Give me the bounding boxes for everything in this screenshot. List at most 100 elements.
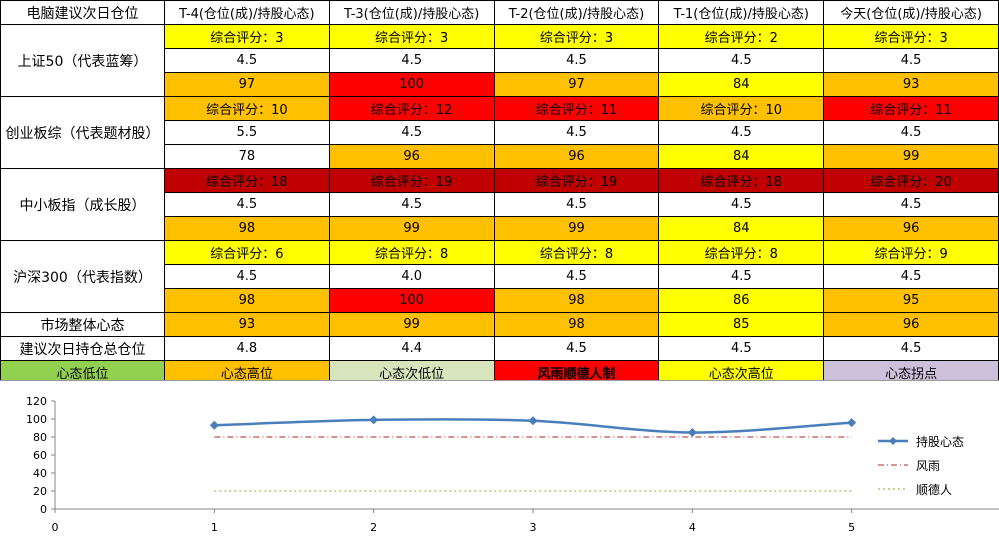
score-cell: 综合评分：9 [823, 240, 999, 265]
position-cell: 4.5 [493, 192, 660, 217]
position-cell: 5.5 [163, 120, 330, 145]
score-cell: 综合评分：11 [823, 96, 999, 121]
y-tick-label: 100 [26, 413, 47, 426]
mood-cell: 99 [328, 216, 495, 241]
score-cell: 综合评分：2 [658, 24, 825, 49]
y-tick-label: 20 [33, 485, 47, 498]
mood-chart: 0 20 40 60 80 100 120 0 1 2 3 4 5 持股心态 风雨 顺德人 [0, 380, 999, 545]
score-row: 上证50（代表蓝筹） 综合评分：3 综合评分：3 综合评分：3 综合评分：2 综合评分：3 [0, 24, 999, 97]
position-cell: 4.5 [658, 48, 825, 73]
mood-cell: 100 [328, 72, 495, 97]
mood-cell: 93 [823, 72, 999, 97]
y-tick-label: 60 [33, 449, 47, 462]
position-cell: 4.5 [823, 120, 999, 145]
score-row: 中小板指（成长股） 综合评分：18 综合评分：19 综合评分：19 综合评分：18 综合评… [0, 168, 999, 241]
position-cell: 4.5 [328, 192, 495, 217]
legend-label: 持股心态 [916, 434, 964, 449]
x-tick-label: 0 [52, 521, 59, 534]
position-cell: 4.5 [493, 120, 660, 145]
score-cell: 综合评分：11 [493, 96, 660, 121]
score-row: 创业板综（代表题材股） 综合评分：10 综合评分：12 综合评分：11 综合评分：10 综… [0, 96, 999, 169]
score-cell: 综合评分：20 [823, 168, 999, 193]
series-marker-mood [209, 420, 219, 430]
mood-cell: 96 [493, 144, 660, 169]
position-cell: 4.5 [658, 264, 825, 289]
legend-marker-mood [889, 437, 897, 445]
score-cell: 综合评分：19 [328, 168, 495, 193]
mood-cell: 84 [658, 72, 825, 97]
mood-cell: 98 [493, 288, 660, 313]
header-day: T-2(仓位(成)/持股心态) [493, 0, 660, 25]
y-tick-label: 80 [33, 431, 47, 444]
score-cell: 综合评分：3 [163, 24, 330, 49]
score-cell: 综合评分：8 [658, 240, 825, 265]
series-marker-mood [687, 428, 697, 437]
market-mood-cell: 85 [658, 312, 825, 337]
x-tick-label: 2 [370, 521, 377, 534]
mood-cell: 100 [328, 288, 495, 313]
header-day: 今天(仓位(成)/持股心态) [823, 0, 999, 25]
position-cell: 4.5 [658, 120, 825, 145]
position-cell: 4.5 [493, 264, 660, 289]
legend-label: 风雨 [916, 459, 940, 473]
y-tick-label: 0 [40, 503, 47, 516]
mood-cell: 96 [328, 144, 495, 169]
market-mood-cell: 96 [823, 312, 999, 337]
position-row: 4.5 4.5 4.5 4.5 4.5 [1, 48, 999, 73]
mood-cell: 99 [823, 144, 999, 169]
market-mood-row: 市场整体心态 93 99 98 85 96 [0, 312, 999, 337]
mood-cell: 99 [493, 216, 660, 241]
series-marker-mood [528, 416, 538, 426]
index-label: 沪深300（代表指数） [0, 240, 165, 313]
total-position-cell: 4.5 [658, 336, 825, 361]
score-cell: 综合评分：6 [163, 240, 330, 265]
total-position-row: 建议次日持仓总仓位 4.8 4.4 4.5 4.5 4.5 [0, 336, 999, 361]
legend-label: 顺德人 [916, 482, 952, 497]
total-position-cell: 4.8 [163, 336, 330, 361]
score-cell: 综合评分：12 [328, 96, 495, 121]
score-cell: 综合评分：10 [163, 96, 330, 121]
total-position-cell: 4.5 [493, 336, 660, 361]
score-cell: 综合评分：3 [823, 24, 999, 49]
position-cell: 4.0 [328, 264, 495, 289]
score-row: 沪深300（代表指数） 综合评分：6 综合评分：8 综合评分：8 综合评分：8 综合评分：… [0, 240, 999, 313]
position-cell: 4.5 [163, 264, 330, 289]
mood-row: 98 100 98 86 95 [1, 288, 999, 313]
mood-cell: 78 [163, 144, 330, 169]
market-mood-cell: 93 [163, 312, 330, 337]
mood-cell: 86 [658, 288, 825, 313]
mood-row: 78 96 96 84 99 [1, 144, 999, 169]
header-row: 电脑建议次日仓位 T-4(仓位(成)/持股心态) T-3(仓位(成)/持股心态) T-… [0, 0, 999, 25]
series-marker-mood [847, 418, 857, 428]
x-tick-label: 5 [848, 521, 855, 534]
position-cell: 4.5 [163, 48, 330, 73]
score-cell: 综合评分：18 [163, 168, 330, 193]
mood-cell: 98 [163, 288, 330, 313]
score-cell: 综合评分：8 [328, 240, 495, 265]
score-cell: 综合评分：19 [493, 168, 660, 193]
position-row: 4.5 4.5 4.5 4.5 4.5 [1, 192, 999, 217]
position-cell: 4.5 [823, 192, 999, 217]
header-day: T-1(仓位(成)/持股心态) [658, 0, 825, 25]
header-day: T-3(仓位(成)/持股心态) [328, 0, 495, 25]
index-label: 创业板综（代表题材股） [0, 96, 165, 169]
score-cell: 综合评分：8 [493, 240, 660, 265]
position-cell: 4.5 [823, 264, 999, 289]
total-position-label: 建议次日持仓总仓位 [0, 336, 165, 361]
header-title: 电脑建议次日仓位 [0, 0, 165, 25]
header-day: T-4(仓位(成)/持股心态) [163, 0, 330, 25]
position-cell: 4.5 [823, 48, 999, 73]
mood-cell: 97 [163, 72, 330, 97]
position-row: 4.5 4.0 4.5 4.5 4.5 [1, 264, 999, 289]
x-tick-label: 1 [211, 521, 218, 534]
total-position-cell: 4.4 [328, 336, 495, 361]
mood-row: 97 100 97 84 93 [1, 72, 999, 97]
position-table: 电脑建议次日仓位 T-4(仓位(成)/持股心态) T-3(仓位(成)/持股心态) T-… [0, 0, 999, 385]
index-label: 中小板指（成长股） [0, 168, 165, 241]
score-cell: 综合评分：18 [658, 168, 825, 193]
position-cell: 4.5 [328, 120, 495, 145]
mood-cell: 97 [493, 72, 660, 97]
mood-cell: 98 [163, 216, 330, 241]
mood-row: 98 99 99 84 96 [1, 216, 999, 241]
